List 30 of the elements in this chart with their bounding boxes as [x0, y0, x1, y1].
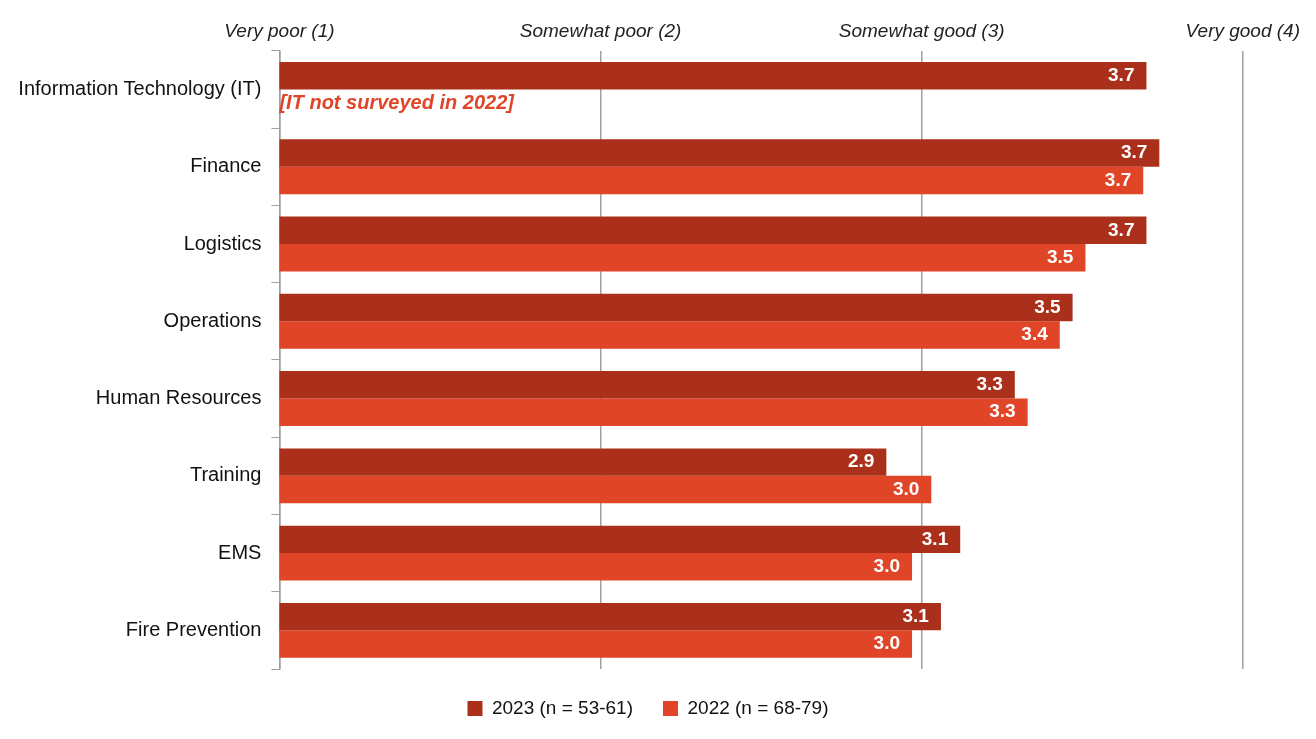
- data-label: 3.3: [976, 373, 1003, 395]
- y-tick-label: Fire Prevention: [125, 617, 262, 640]
- y-tick-label: Human Resources: [95, 386, 262, 409]
- data-label: 2.9: [847, 450, 875, 472]
- y-tick-label: Training: [189, 463, 262, 486]
- legend-label: 2022 (n = 68-79): [687, 696, 829, 718]
- x-tick-label: Somewhat poor (2): [519, 19, 682, 41]
- annotation: [IT not surveyed in 2022]: [278, 90, 516, 113]
- legend-label: 2023 (n = 53-61): [491, 696, 633, 718]
- x-tick-label: Very poor (1): [224, 19, 335, 41]
- data-label: 3.0: [873, 555, 901, 577]
- x-tick-label: Very good (4): [1185, 19, 1301, 41]
- data-label: 3.0: [892, 477, 920, 499]
- y-tick-label: Operations: [163, 308, 262, 331]
- y-tick-label: Logistics: [183, 231, 262, 254]
- data-label: 3.1: [902, 604, 930, 626]
- data-label: 3.5: [1047, 245, 1074, 267]
- data-label: 3.7: [1104, 168, 1132, 190]
- data-label: 3.5: [1034, 295, 1062, 317]
- x-tick-label: Somewhat good (3): [838, 19, 1005, 41]
- y-tick-label: Finance: [190, 154, 262, 177]
- y-tick-label: EMS: [218, 540, 262, 563]
- data-label: 3.4: [1021, 323, 1049, 345]
- data-label: 3.7: [1120, 141, 1148, 163]
- data-label: 3.1: [921, 527, 949, 549]
- data-label: 3.7: [1108, 63, 1135, 85]
- data-label: 3.7: [1108, 218, 1135, 240]
- y-tick-label: Information Technology (IT): [18, 76, 262, 99]
- data-label: 3.0: [873, 632, 901, 654]
- data-label: 3.3: [989, 400, 1016, 422]
